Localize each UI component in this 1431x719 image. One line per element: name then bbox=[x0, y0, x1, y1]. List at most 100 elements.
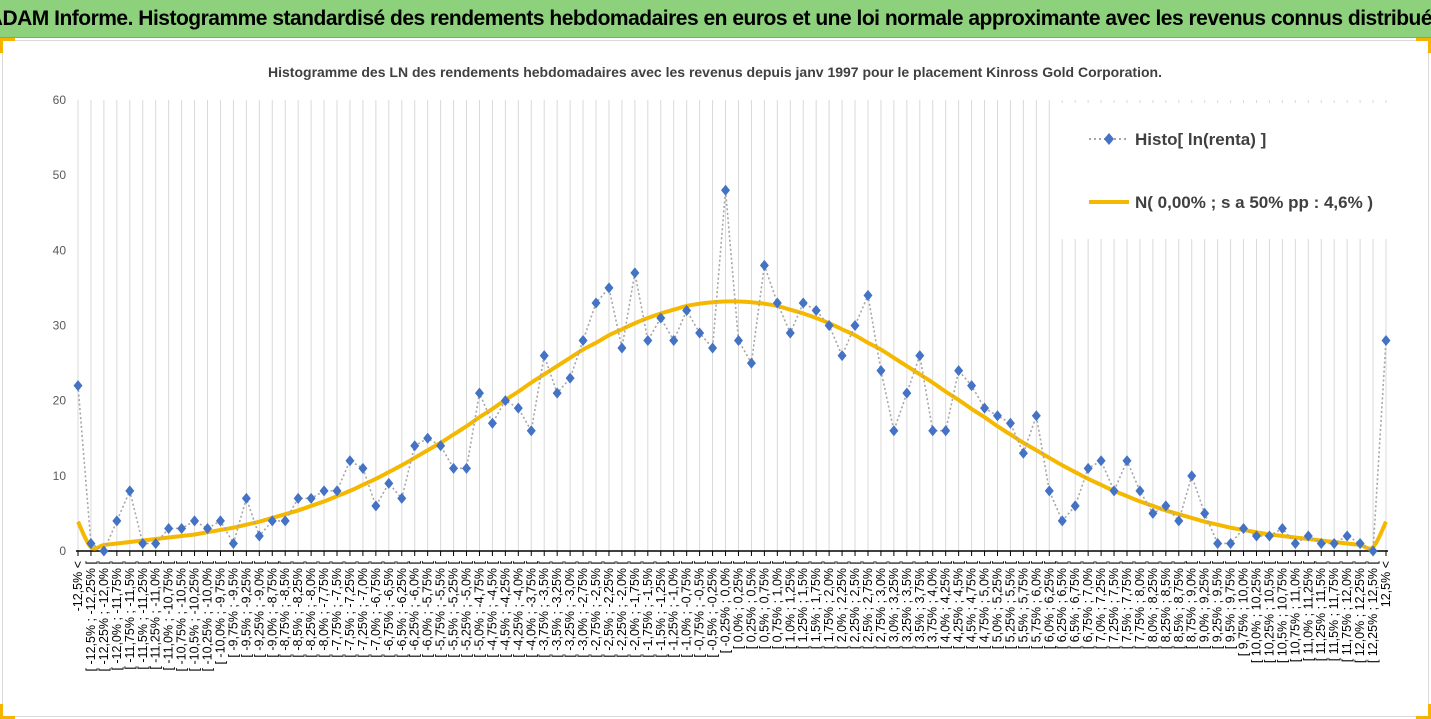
histogram-point-90 bbox=[1239, 522, 1249, 534]
x-tick-label-9: [ -10,5% ; -10,25% [ bbox=[188, 560, 202, 671]
report-title: ADAM Informe. Histogramme standardisé de… bbox=[0, 6, 1431, 30]
x-tick-label-64: [ 3,25% ; 3,5% [ bbox=[900, 560, 914, 649]
histogram-point-38 bbox=[565, 372, 575, 384]
x-tick-label-72: [ 5,25% ; 5,5% [ bbox=[1003, 560, 1017, 649]
x-tick-label-80: [ 7,25% ; 7,5% [ bbox=[1107, 560, 1121, 649]
x-tick-label-20: [ -7,75% ; -7,5% [ bbox=[330, 560, 344, 657]
x-tick-label-51: [ 0,0% ; 0,25% [ bbox=[731, 560, 745, 649]
histogram-point-92 bbox=[1264, 530, 1274, 542]
histogram-point-30 bbox=[462, 462, 472, 474]
histogram-point-25 bbox=[397, 492, 407, 504]
histogram-point-53 bbox=[759, 259, 769, 271]
x-tick-label-2: [ -12,25% ; -12,0% [ bbox=[97, 560, 111, 671]
histogram-point-32 bbox=[487, 417, 497, 429]
y-tick-label-3: 30 bbox=[53, 319, 67, 333]
histogram-point-84 bbox=[1161, 500, 1171, 512]
x-tick-label-33: [ -4,5% ; -4,25% [ bbox=[498, 560, 512, 657]
histogram-point-94 bbox=[1290, 537, 1300, 549]
x-tick-label-88: [ 9,25% ; 9,5% [ bbox=[1211, 560, 1225, 649]
frame-corner-bottom-left bbox=[0, 704, 15, 719]
histogram-point-24 bbox=[384, 477, 394, 489]
x-tick-label-77: [ 6,5% ; 6,75% [ bbox=[1068, 560, 1082, 649]
histogram-point-21 bbox=[345, 455, 355, 467]
histogram-point-56 bbox=[798, 297, 808, 309]
x-tick-label-45: [ -1,5% ; -1,25% [ bbox=[654, 560, 668, 657]
histogram-point-89 bbox=[1226, 537, 1236, 549]
histogram-point-81 bbox=[1122, 455, 1132, 467]
x-tick-label-0: -12,5% < bbox=[71, 561, 85, 611]
histogram-point-27 bbox=[423, 432, 433, 444]
vertical-gridlines bbox=[77, 100, 1387, 551]
histogram-point-36 bbox=[539, 350, 549, 362]
histogram-point-95 bbox=[1303, 530, 1313, 542]
histogram-point-98 bbox=[1342, 530, 1352, 542]
histogram-point-7 bbox=[164, 522, 174, 534]
histogram-point-6 bbox=[151, 537, 161, 549]
histogram-point-74 bbox=[1031, 410, 1041, 422]
histogram-point-47 bbox=[682, 304, 692, 316]
x-tick-label-26: [ -6,25% ; -6,0% [ bbox=[408, 560, 422, 657]
x-tick-label-23: [ -7,0% ; -6,75% [ bbox=[369, 560, 383, 657]
x-tick-label-53: [ 0,5% ; 0,75% [ bbox=[757, 560, 771, 649]
x-tick-label-6: [ -11,25% ; -11,0% [ bbox=[149, 560, 163, 669]
x-tick-label-97: [ 11,5% ; 11,75% [ bbox=[1327, 560, 1341, 661]
histogram-point-37 bbox=[552, 387, 562, 399]
x-tick-label-44: [ -1,75% ; -1,5% [ bbox=[641, 560, 655, 657]
x-tick-label-24: [ -6,75% ; -6,5% [ bbox=[382, 560, 396, 657]
x-tick-label-98: [ 11,75% ; 12,0% [ bbox=[1340, 560, 1354, 662]
x-tick-label-52: [ 0,25% ; 0,5% [ bbox=[744, 560, 758, 649]
histogram-point-13 bbox=[241, 492, 251, 504]
histogram-point-100 bbox=[1368, 545, 1378, 557]
histogram-point-58 bbox=[824, 320, 834, 331]
histogram-point-68 bbox=[954, 365, 964, 377]
legend-histo-marker bbox=[1104, 133, 1114, 145]
x-tick-label-12: [ -9,75% ; -9,5% [ bbox=[226, 560, 240, 657]
x-tick-label-56: [ 1,25% ; 1,5% [ bbox=[796, 560, 810, 649]
x-tick-label-99: [ 12,0% ; 12,25% [ bbox=[1353, 560, 1367, 663]
x-tick-label-85: [ 8,5% ; 8,75% [ bbox=[1172, 560, 1186, 649]
x-tick-label-78: [ 6,75% ; 7,0% [ bbox=[1081, 560, 1095, 649]
x-tick-label-10: [ -10,25% ; -10,0% [ bbox=[201, 560, 215, 671]
chart-title: Histogramme des LN des rendements hebdom… bbox=[268, 64, 1162, 80]
histogram-point-39 bbox=[578, 335, 588, 347]
x-tick-label-41: [ -2,5% ; -2,25% [ bbox=[602, 560, 616, 657]
x-tick-label-67: [ 4,0% ; 4,25% [ bbox=[939, 560, 953, 649]
histogram-point-1 bbox=[86, 537, 96, 549]
histogram-point-0 bbox=[73, 380, 83, 392]
x-tick-label-76: [ 6,25% ; 6,5% [ bbox=[1055, 560, 1069, 649]
histogram-point-65 bbox=[915, 350, 925, 362]
histogram-point-62 bbox=[876, 365, 886, 377]
x-tick-label-38: [ -3,25% ; -3,0% [ bbox=[563, 560, 577, 657]
x-tick-label-101: 12,5% < bbox=[1379, 561, 1393, 607]
histogram-point-22 bbox=[358, 462, 368, 474]
histogram-point-42 bbox=[617, 342, 627, 354]
x-tick-label-8: [ -10,75% ; -10,5% [ bbox=[175, 560, 189, 671]
x-tick-label-42: [ -2,25% ; -2,0% [ bbox=[615, 560, 629, 657]
x-tick-label-13: [ -9,5% ; -9,25% [ bbox=[239, 560, 253, 657]
x-tick-label-87: [ 9,0% ; 9,25% [ bbox=[1198, 560, 1212, 649]
histogram-point-57 bbox=[811, 304, 821, 316]
x-tick-label-46: [ -1,25% ; -1,0% [ bbox=[667, 560, 681, 657]
histogram-point-87 bbox=[1200, 507, 1210, 519]
y-tick-label-1: 10 bbox=[53, 469, 67, 483]
histogram-point-45 bbox=[656, 312, 666, 324]
histogram-point-73 bbox=[1018, 447, 1028, 459]
x-tick-label-19: [ -8,0% ; -7,75% [ bbox=[317, 560, 331, 657]
histogram-point-61 bbox=[863, 289, 873, 301]
frame-corner-top-right bbox=[1416, 38, 1431, 53]
histogram-point-48 bbox=[695, 327, 705, 339]
histogram-point-20 bbox=[332, 485, 342, 497]
histogram-point-101 bbox=[1381, 335, 1391, 347]
x-tick-label-29: [ -5,5% ; -5,25% [ bbox=[447, 560, 461, 657]
histogram-point-60 bbox=[850, 320, 860, 331]
histogram-point-14 bbox=[254, 530, 264, 542]
histogram-point-29 bbox=[449, 462, 459, 474]
x-tick-label-69: [ 4,5% ; 4,75% [ bbox=[965, 560, 979, 649]
histogram-point-23 bbox=[371, 500, 381, 512]
x-tick-label-82: [ 7,75% ; 8,0% [ bbox=[1133, 560, 1147, 649]
histogram-point-64 bbox=[902, 387, 912, 399]
x-tick-label-32: [ -4,75% ; -4,5% [ bbox=[485, 560, 499, 657]
histogram-point-88 bbox=[1213, 537, 1223, 549]
histogram-point-63 bbox=[889, 425, 899, 437]
chart-area: Histogramme des LN des rendements hebdom… bbox=[2, 40, 1429, 717]
